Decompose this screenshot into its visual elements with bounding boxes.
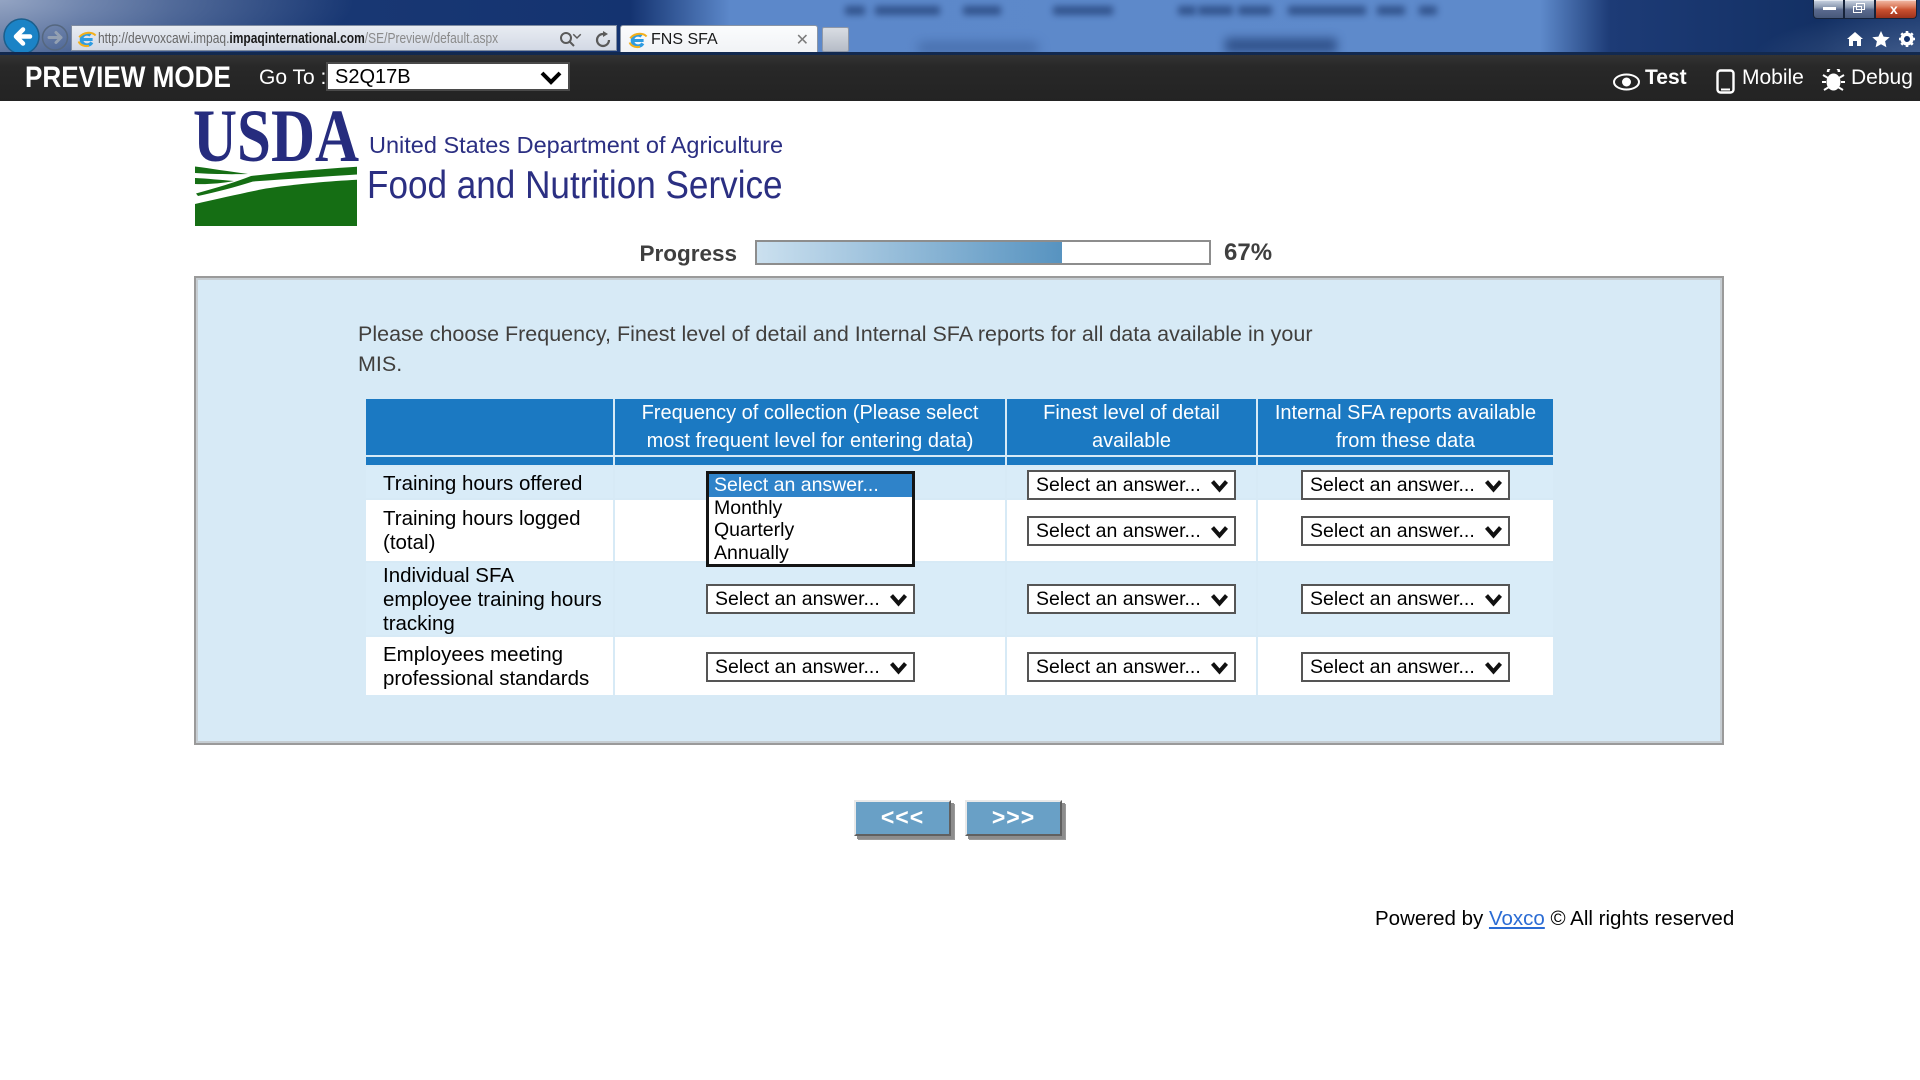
svg-text:USDA: USDA [193, 106, 359, 178]
